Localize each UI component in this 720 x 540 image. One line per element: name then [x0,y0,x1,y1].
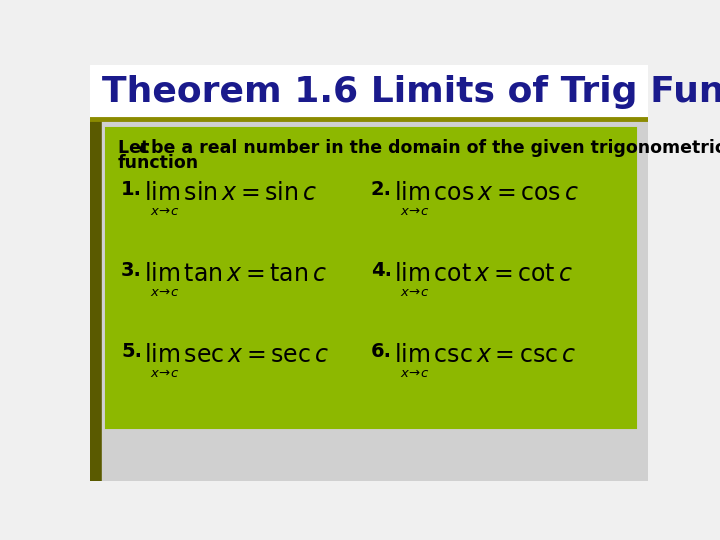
Text: $\lim\,\sec x = \sec c$: $\lim\,\sec x = \sec c$ [144,343,329,367]
Text: $x\!\rightarrow\!c$: $x\!\rightarrow\!c$ [400,367,430,380]
Text: be a real number in the domain of the given trigonometric: be a real number in the domain of the gi… [145,139,720,157]
Text: 6.: 6. [371,342,392,361]
Text: $x\!\rightarrow\!c$: $x\!\rightarrow\!c$ [150,205,180,218]
Text: $x\!\rightarrow\!c$: $x\!\rightarrow\!c$ [150,286,180,299]
Text: $\lim\,\csc x = \csc c$: $\lim\,\csc x = \csc c$ [394,343,576,367]
Text: $\lim\,\cos x = \cos c$: $\lim\,\cos x = \cos c$ [394,181,579,205]
Text: $\lim\,\sin x = \sin c$: $\lim\,\sin x = \sin c$ [144,181,318,205]
Text: function: function [118,154,199,172]
Bar [90,121,102,537]
Text: c: c [138,139,148,157]
Text: 5.: 5. [121,342,142,361]
Bar [90,65,648,121]
Text: $\lim\,\cot x = \cot c$: $\lim\,\cot x = \cot c$ [394,262,573,286]
Text: Theorem 1.6 Limits of Trig Functions: Theorem 1.6 Limits of Trig Functions [102,75,720,109]
Text: $x\!\rightarrow\!c$: $x\!\rightarrow\!c$ [400,205,430,218]
Text: Let: Let [118,139,155,157]
Text: $\lim\,\tan x = \tan c$: $\lim\,\tan x = \tan c$ [144,262,327,286]
Text: 2.: 2. [371,180,392,199]
Text: $x\!\rightarrow\!c$: $x\!\rightarrow\!c$ [400,286,430,299]
Text: $x\!\rightarrow\!c$: $x\!\rightarrow\!c$ [150,367,180,380]
Text: 3.: 3. [121,261,142,280]
Text: 1.: 1. [121,180,142,199]
Bar [106,128,636,428]
Text: 4.: 4. [371,261,392,280]
